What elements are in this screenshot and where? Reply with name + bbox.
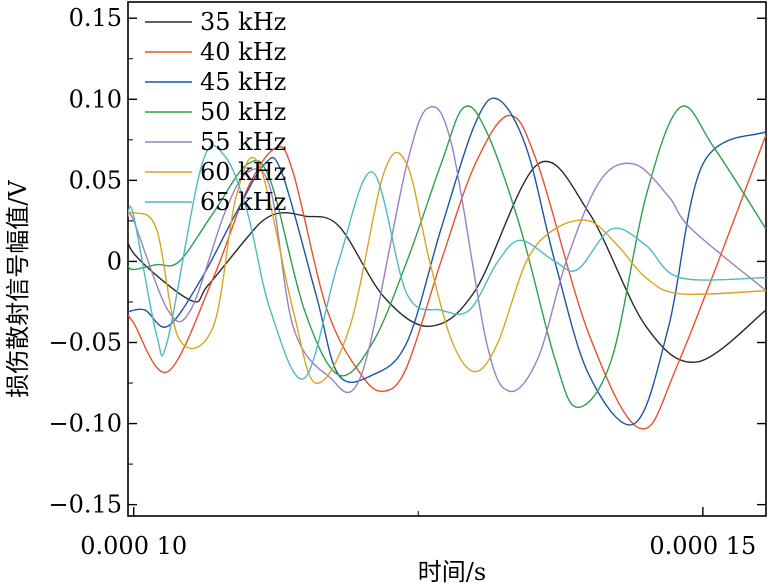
series-line-65-khz [128, 144, 766, 380]
legend-item: 45 kHz [145, 68, 286, 96]
legend-item: 35 kHz [145, 8, 286, 36]
x-axis-title: 时间/s [418, 558, 486, 583]
legend-label: 40 kHz [200, 38, 286, 66]
series-line-45-khz [128, 97, 766, 426]
y-tick-label: 0.05 [69, 166, 122, 194]
y-tick-label: 0 [107, 247, 122, 275]
y-tick-label: 0.10 [69, 85, 122, 113]
y-tick-label: −0.10 [48, 410, 122, 438]
legend-item: 50 kHz [145, 98, 286, 126]
y-axis-title: 损伤散射信号幅值/V [4, 180, 32, 398]
legend-label: 45 kHz [200, 68, 286, 96]
legend-label: 35 kHz [200, 8, 286, 36]
x-tick-label: 0.000 10 [80, 532, 187, 560]
y-tick-label: 0.15 [69, 4, 122, 32]
legend-label: 55 kHz [200, 128, 286, 156]
y-axis: 0.15 0.10 0.05 0 −0.05 −0.10 −0.15 [48, 4, 766, 519]
x-axis: 0.000 10 0.000 15 [80, 507, 756, 560]
plot-area-border [127, 1, 767, 517]
legend-label: 50 kHz [200, 98, 286, 126]
y-tick-label: −0.05 [48, 329, 122, 357]
legend-item: 60 kHz [145, 158, 286, 186]
legend-item: 65 kHz [145, 188, 286, 216]
legend-label: 60 kHz [200, 158, 286, 186]
legend-item: 55 kHz [145, 128, 286, 156]
series-line-35-khz [128, 160, 766, 363]
series-line-55-khz [128, 106, 766, 394]
y-tick-label: −0.15 [48, 491, 122, 519]
series-line-40-khz [128, 114, 766, 430]
x-tick-label: 0.000 15 [649, 532, 756, 560]
series-layer [128, 97, 766, 430]
plot-frame [127, 1, 767, 517]
series-line-60-khz [128, 151, 766, 384]
legend-label: 65 kHz [200, 188, 286, 216]
legend-item: 40 kHz [145, 38, 286, 66]
series-line-50-khz [128, 105, 766, 409]
